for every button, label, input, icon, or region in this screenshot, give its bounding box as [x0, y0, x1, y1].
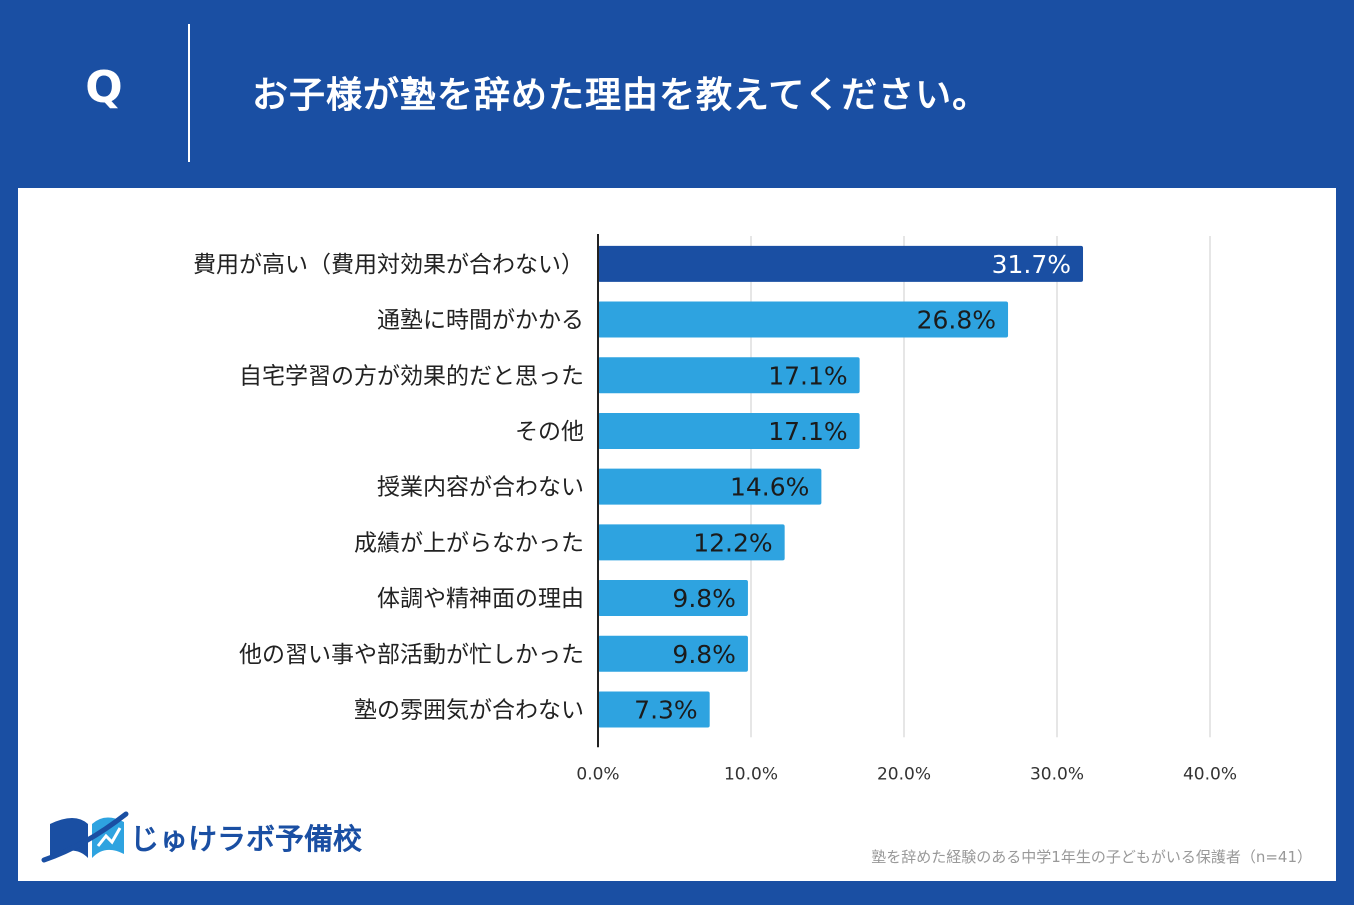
data-label: 14.6%: [730, 473, 809, 502]
category-label: 費用が高い（費用対効果が合わない）: [193, 252, 584, 278]
x-tick-label: 0.0%: [576, 764, 619, 784]
question-title: お子様が塾を辞めた理由を教えてください。: [252, 75, 990, 116]
category-label: 授業内容が合わない: [377, 475, 584, 501]
question-label: Q: [85, 62, 123, 113]
category-label: 塾の雰囲気が合わない: [354, 697, 584, 723]
x-tick-label: 20.0%: [877, 764, 931, 784]
bar: [598, 635, 748, 672]
bar: [598, 412, 860, 449]
data-label: 12.2%: [693, 528, 772, 557]
category-label: 成績が上がらなかった: [354, 530, 584, 556]
header-divider: [188, 24, 190, 162]
data-label: 9.8%: [672, 584, 736, 613]
data-label: 7.3%: [634, 695, 698, 724]
bar: [598, 245, 1084, 282]
category-label: 体調や精神面の理由: [377, 586, 584, 612]
chart-panel: 31.7% 費用が高い（費用対効果が合わない） 26.8% 通塾に時間がかかる 17.1…: [18, 188, 1336, 881]
bar: [598, 580, 748, 617]
category-label: 通塾に時間がかかる: [377, 308, 584, 334]
bar: [598, 524, 785, 561]
x-tick-label: 40.0%: [1183, 764, 1237, 784]
bar: [598, 468, 822, 505]
data-label: 17.1%: [768, 417, 847, 446]
data-label: 31.7%: [992, 250, 1071, 279]
open-book-icon: [41, 811, 129, 863]
bar: [598, 691, 710, 728]
bar: [598, 301, 1009, 338]
data-label: 9.8%: [672, 640, 736, 669]
sample-note: 塾を辞めた経験のある中学1年生の子どもがいる保護者（n=41）: [871, 848, 1312, 866]
category-label: その他: [515, 419, 584, 445]
data-label: 26.8%: [917, 306, 996, 335]
category-label: 他の習い事や部活動が忙しかった: [239, 642, 584, 668]
category-label: 自宅学習の方が効果的だと思った: [239, 363, 584, 389]
brand-logo: じゅけラボ予備校: [40, 806, 363, 870]
brand-name: じゅけラボ予備校: [130, 822, 363, 856]
data-label: 17.1%: [768, 361, 847, 390]
x-tick-label: 10.0%: [724, 764, 778, 784]
x-tick-label: 30.0%: [1030, 764, 1084, 784]
bar-chart: 31.7% 費用が高い（費用対効果が合わない） 26.8% 通塾に時間がかかる 17.1…: [193, 234, 1237, 784]
bar: [598, 357, 860, 394]
